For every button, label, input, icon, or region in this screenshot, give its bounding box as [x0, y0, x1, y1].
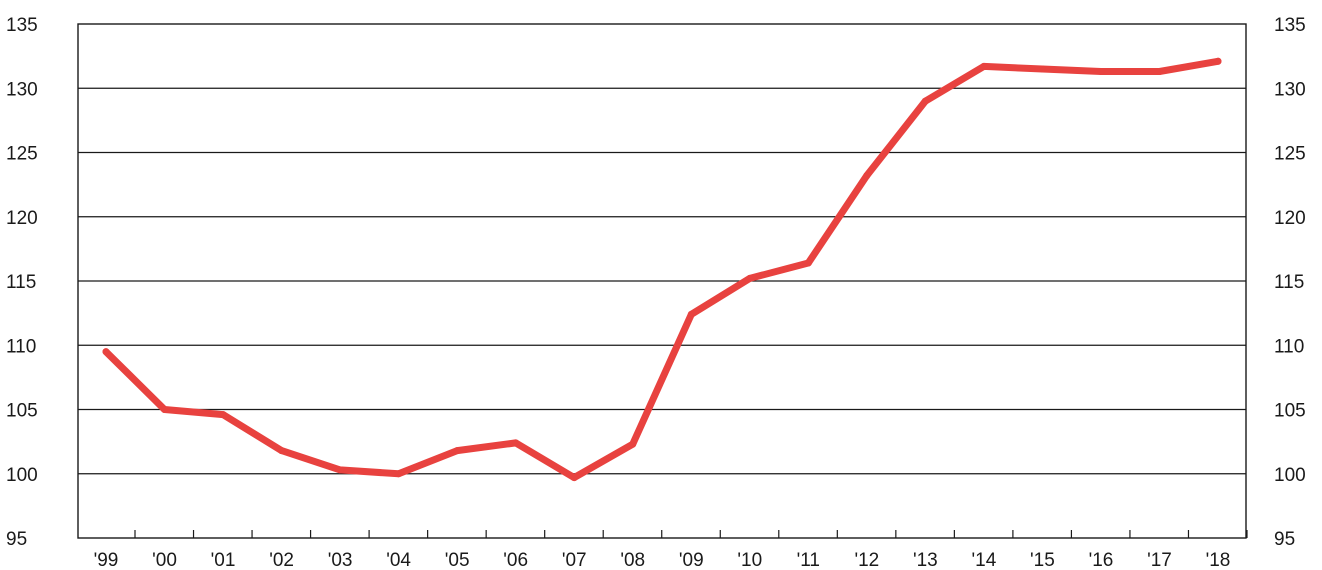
x-tick-label: '16: [1089, 550, 1114, 570]
y-tick-label-left: 125: [6, 144, 38, 165]
series-line: [102, 57, 1222, 482]
data-point: [1097, 68, 1105, 76]
data-point: [629, 440, 637, 448]
x-tick-label: '99: [94, 550, 119, 570]
data-point: [1155, 68, 1163, 76]
y-tick-label-right: 120: [1274, 208, 1306, 229]
y-tick-label-left: 105: [6, 401, 38, 422]
y-tick-label-left: 115: [6, 272, 36, 293]
y-tick-label-right: 100: [1274, 465, 1306, 486]
data-point: [863, 172, 871, 180]
y-tick-label-right: 115: [1274, 272, 1304, 293]
data-point: [395, 470, 403, 478]
x-tick-label: '01: [211, 550, 236, 570]
x-axis-ticks: [134, 530, 1248, 538]
y-tick-label-right: 130: [1274, 79, 1306, 100]
x-tick-label: '00: [152, 550, 177, 570]
x-tick-label: '17: [1147, 550, 1172, 570]
data-point: [1038, 65, 1046, 73]
x-tick-label: '07: [562, 550, 587, 570]
data-point: [746, 274, 754, 282]
y-tick-label-right: 95: [1274, 529, 1295, 550]
y-tick-label-left: 135: [6, 15, 38, 36]
x-tick-label: '12: [854, 550, 879, 570]
data-point: [687, 310, 695, 318]
y-tick-label-right: 125: [1274, 144, 1306, 165]
x-tick-label: '10: [737, 550, 762, 570]
x-tick-label: '13: [913, 550, 938, 570]
data-point: [921, 97, 929, 105]
data-point: [980, 62, 988, 70]
x-tick-label: '08: [620, 550, 645, 570]
data-point: [512, 439, 520, 447]
y-tick-label-right: 105: [1274, 401, 1306, 422]
y-tick-label-left: 95: [6, 529, 27, 550]
x-tick-label: '15: [1030, 550, 1055, 570]
data-point: [453, 447, 461, 455]
data-point: [804, 259, 812, 267]
x-tick-label: '02: [269, 550, 294, 570]
data-point: [161, 406, 169, 413]
data-point: [570, 474, 578, 482]
x-tick-label: '09: [679, 550, 704, 570]
y-tick-label-right: 110: [1274, 336, 1304, 357]
series-layer: [102, 57, 1222, 482]
x-tick-label: '18: [1206, 550, 1231, 570]
x-tick-label: '03: [328, 550, 353, 570]
x-tick-label: '11: [797, 550, 820, 570]
data-point: [219, 411, 227, 419]
left-y-axis: 95 100 105 110 115 120 125 130 135: [6, 15, 38, 550]
data-point: [336, 466, 344, 474]
y-tick-label-left: 100: [6, 465, 38, 486]
right-y-axis: 95 100 105 110 115 120 125 130 135: [1274, 15, 1306, 550]
y-tick-label-left: 110: [6, 336, 36, 357]
x-tick-label: '06: [503, 550, 528, 570]
data-point: [278, 447, 286, 455]
data-point: [102, 348, 110, 356]
x-axis: '99 '00 '01 '02 '03 '04 '05 '06 '07 '08 '09 '10 '11 '…: [94, 550, 1231, 570]
x-tick-label: '04: [386, 550, 411, 570]
y-tick-label-left: 130: [6, 79, 38, 100]
x-tick-label: '05: [445, 550, 470, 570]
gridlines: [78, 87, 1246, 475]
y-tick-label-right: 135: [1274, 15, 1306, 36]
x-tick-label: '14: [972, 550, 997, 570]
data-point: [1214, 57, 1222, 65]
y-tick-label-left: 120: [6, 208, 38, 229]
